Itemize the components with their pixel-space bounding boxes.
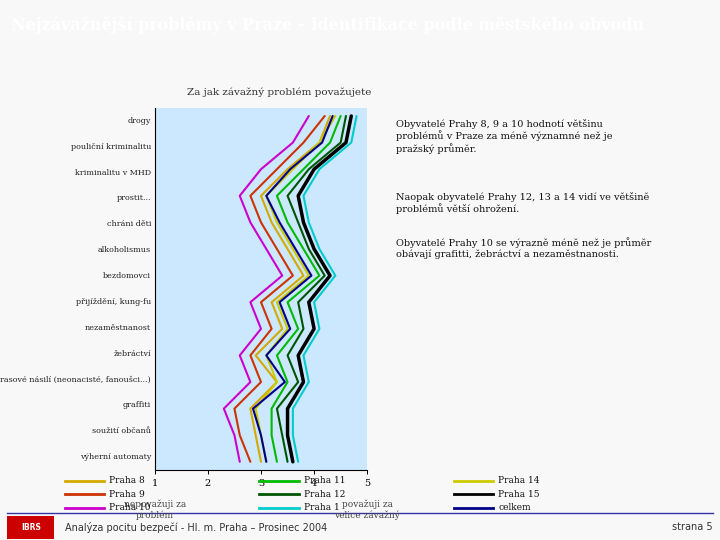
Text: rasové násilí (neonacisté, fanoušci...): rasové násilí (neonacisté, fanoušci...) [1,375,151,383]
Text: strana 5: strana 5 [672,522,713,532]
Text: nezaměstnanost: nezaměstnanost [85,323,151,332]
Text: graffiti: graffiti [123,401,151,409]
Text: drogy: drogy [128,117,151,125]
Text: Praha 12: Praha 12 [304,490,345,498]
Text: celkem: celkem [498,503,531,512]
Text: nepovažuji za
problém: nepovažuji za problém [124,500,186,520]
Text: Praha 8: Praha 8 [109,476,145,485]
Text: Naopak obyvatelé Prahy 12, 13 a 14 vidí ve většině
problémů větší ohrožení.: Naopak obyvatelé Prahy 12, 13 a 14 vidí … [396,192,649,214]
Text: IBRS: IBRS [21,523,41,532]
Text: chráni děti: chráni děti [107,220,151,228]
Text: soužití občanů: soužití občanů [92,427,151,435]
Text: Praha 9: Praha 9 [109,490,145,498]
Text: Obyvatelé Prahy 8, 9 a 10 hodnotí většinu
problémů v Praze za méně významné než : Obyvatelé Prahy 8, 9 a 10 hodnotí většin… [396,119,613,154]
Text: Praha 10: Praha 10 [109,503,151,512]
Text: Obyvatelé Prahy 10 se výrazně méně než je průměr
obávají grafitti, žebráctví a n: Obyvatelé Prahy 10 se výrazně méně než j… [396,238,652,259]
Text: kriminalitu v MHD: kriminalitu v MHD [75,168,151,177]
Text: Praha 11: Praha 11 [304,476,346,485]
Text: žebráctví: žebráctví [114,349,151,357]
Text: Praha 1: Praha 1 [304,503,340,512]
Text: Praha 15: Praha 15 [498,490,540,498]
Text: přijíždění, kung-fu: přijíždění, kung-fu [76,298,151,306]
Text: prostit...: prostit... [117,194,151,202]
Text: Nejzávažnější problémy v Praze – identifikace podle městského obvodu: Nejzávažnější problémy v Praze – identif… [11,16,644,34]
Text: Analýza pocitu bezpečí - Hl. m. Praha – Prosinec 2004: Analýza pocitu bezpečí - Hl. m. Praha – … [65,522,327,533]
Text: Za jak závažný problém považujete: Za jak závažný problém považujete [186,87,371,97]
Text: Praha 14: Praha 14 [498,476,540,485]
Text: výherní automaty: výherní automaty [80,453,151,461]
Text: bezdomovci: bezdomovci [103,272,151,280]
Text: považuji za
velice závažný: považuji za velice závažný [334,500,400,520]
Text: alkoholismus: alkoholismus [98,246,151,254]
FancyBboxPatch shape [7,516,54,538]
Text: pouliční kriminalitu: pouliční kriminalitu [71,143,151,151]
